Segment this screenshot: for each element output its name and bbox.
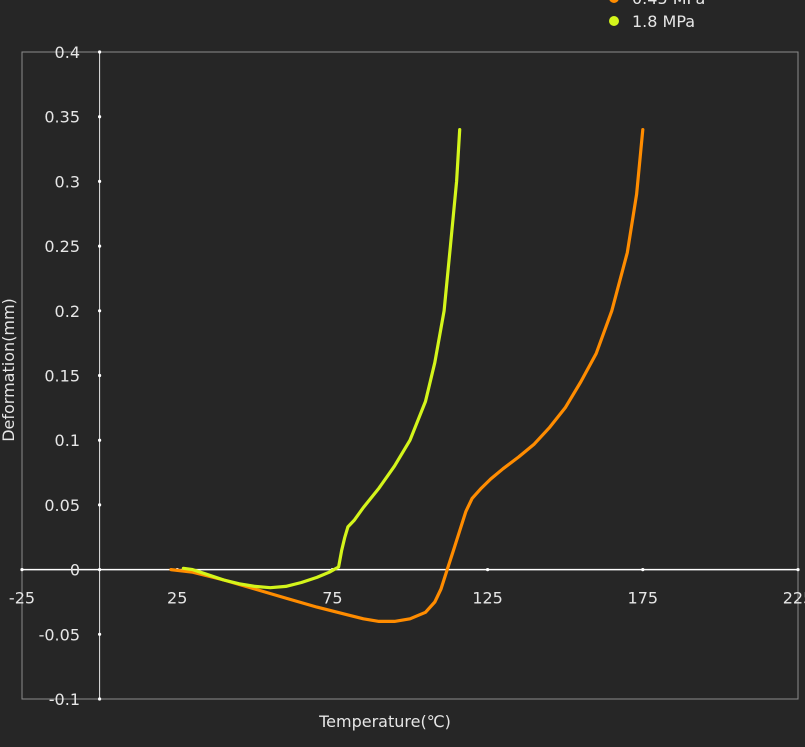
y-tick-label: 0.2 [55,302,80,321]
x-tick-label: -25 [9,589,35,608]
y-tick-mark [98,244,102,248]
y-tick-mark [98,632,102,636]
x-tick-mark [20,568,24,572]
x-tick-label: 175 [628,589,659,608]
y-tick-mark [98,373,102,378]
legend-label: 1.8 MPa [632,12,695,31]
x-tick-label: 75 [322,589,342,608]
legend-label: 0.45 MPa [632,0,705,8]
y-tick-mark [98,697,102,701]
y-tick-label: 0 [70,561,80,580]
y-tick-mark [98,115,102,119]
y-tick-label: 0.3 [55,172,80,191]
y-tick-label: 0.15 [44,367,80,386]
y-tick-mark [98,179,102,183]
y-tick-label: -0.05 [39,625,80,644]
x-tick-mark [486,568,490,572]
x-tick-mark [641,568,645,572]
series-line-2 [181,128,462,590]
y-tick-mark [98,438,102,442]
y-tick-label: 0.05 [44,496,80,515]
y-tick-mark [98,568,102,572]
series-line-1 [169,128,645,623]
x-tick-label: 125 [472,589,503,608]
x-tick-label: 25 [167,589,187,608]
y-tick-label: 0.4 [55,43,80,62]
y-tick-label: 0.25 [44,237,80,256]
x-tick-label: 225 [783,589,805,608]
y-axis-title: Deformation(mm) [0,298,18,442]
y-tick-mark [98,50,102,54]
y-tick-label: 0.1 [55,431,80,450]
y-tick-label: -0.1 [49,690,80,709]
x-tick-mark [796,568,800,572]
y-tick-label: 0.35 [44,108,80,127]
y-tick-mark [98,309,102,313]
legend-marker [609,16,619,26]
legend: 0.45 MPa 1.8 MPa [609,0,705,31]
x-axis-title: Temperature(℃) [318,712,451,731]
legend-marker [609,0,619,3]
y-tick-mark [98,503,102,507]
plot-frame [21,51,799,700]
